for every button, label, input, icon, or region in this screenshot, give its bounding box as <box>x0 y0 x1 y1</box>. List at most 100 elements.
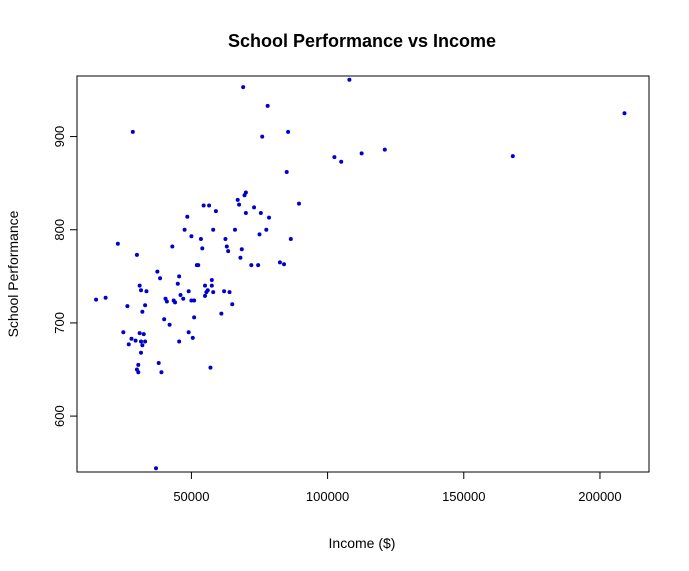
data-point <box>155 269 160 274</box>
x-tick-label: 200000 <box>578 489 621 504</box>
data-point <box>249 263 254 268</box>
data-point <box>211 227 216 232</box>
data-point <box>140 343 145 348</box>
data-point <box>140 309 145 314</box>
data-point <box>94 297 99 302</box>
data-point <box>156 360 161 365</box>
data-point <box>241 85 246 90</box>
data-point <box>347 77 352 82</box>
x-tick-label: 150000 <box>442 489 485 504</box>
data-point <box>144 289 149 294</box>
data-point <box>286 129 291 134</box>
data-point <box>103 295 108 300</box>
data-point <box>177 274 182 279</box>
y-axis: 600 700 800 900 <box>52 126 77 427</box>
data-point <box>260 134 265 139</box>
data-point <box>192 298 197 303</box>
data-point <box>178 292 183 297</box>
data-point <box>139 288 144 293</box>
data-point <box>164 299 169 304</box>
data-point <box>209 283 214 288</box>
x-tick-label: 50000 <box>173 489 209 504</box>
data-point <box>257 232 262 237</box>
data-point <box>173 300 178 305</box>
data-point <box>223 237 228 242</box>
x-tick-label: 100000 <box>306 489 349 504</box>
data-point <box>224 244 229 249</box>
data-point <box>209 278 214 283</box>
data-point <box>189 234 194 239</box>
y-tick-label: 900 <box>52 126 67 148</box>
y-tick-label: 600 <box>52 405 67 427</box>
data-points <box>94 77 627 471</box>
data-point <box>130 129 135 134</box>
data-point <box>129 336 134 341</box>
data-point <box>201 203 206 208</box>
data-point <box>205 288 210 293</box>
data-point <box>243 210 248 215</box>
data-point <box>282 262 287 267</box>
data-point <box>226 249 231 254</box>
data-point <box>230 302 235 307</box>
data-point <box>170 244 175 249</box>
data-point <box>222 289 227 294</box>
data-point <box>137 331 142 336</box>
x-axis-label: Income ($) <box>329 535 396 551</box>
data-point <box>288 237 293 242</box>
data-point <box>198 237 203 242</box>
data-point <box>622 111 627 116</box>
data-point <box>162 317 167 322</box>
data-point <box>141 332 146 337</box>
data-point <box>158 276 163 281</box>
data-point <box>238 255 243 260</box>
data-point <box>267 215 272 220</box>
data-point <box>185 214 190 219</box>
data-point <box>243 190 248 195</box>
data-point <box>237 202 242 207</box>
data-point <box>143 303 148 308</box>
data-point <box>159 370 164 375</box>
data-point <box>332 155 337 160</box>
data-point <box>177 339 182 344</box>
data-point <box>203 283 208 288</box>
data-point <box>239 247 244 252</box>
x-axis: 50000 100000 150000 200000 <box>173 472 622 504</box>
data-point <box>211 290 216 295</box>
data-point <box>203 293 208 298</box>
data-point <box>258 210 263 215</box>
data-point <box>186 289 191 294</box>
data-point <box>252 205 257 210</box>
plot-box <box>76 75 650 473</box>
y-axis-label: School Performance <box>5 210 21 337</box>
y-tick-label: 800 <box>52 219 67 241</box>
chart-title: School Performance vs Income <box>228 31 496 51</box>
data-point <box>265 103 270 108</box>
data-point <box>256 263 261 268</box>
y-tick-label: 700 <box>52 312 67 334</box>
data-point <box>510 154 515 159</box>
data-point <box>219 311 224 316</box>
data-point <box>134 252 139 257</box>
data-point <box>175 281 180 286</box>
data-point <box>153 466 158 471</box>
data-point <box>382 147 387 152</box>
data-point <box>208 365 213 370</box>
data-point <box>200 246 205 251</box>
data-point <box>264 227 269 232</box>
data-point <box>126 342 131 347</box>
data-point <box>232 227 237 232</box>
data-point <box>133 338 138 343</box>
data-point <box>181 296 186 301</box>
data-point <box>207 203 212 208</box>
data-point <box>136 370 141 375</box>
data-point <box>235 197 240 202</box>
data-point <box>125 304 130 309</box>
data-point <box>296 201 301 206</box>
data-point <box>139 350 144 355</box>
data-point <box>227 290 232 295</box>
data-point <box>182 227 187 232</box>
data-point <box>137 283 142 288</box>
data-point <box>339 159 344 164</box>
data-point <box>192 315 197 320</box>
